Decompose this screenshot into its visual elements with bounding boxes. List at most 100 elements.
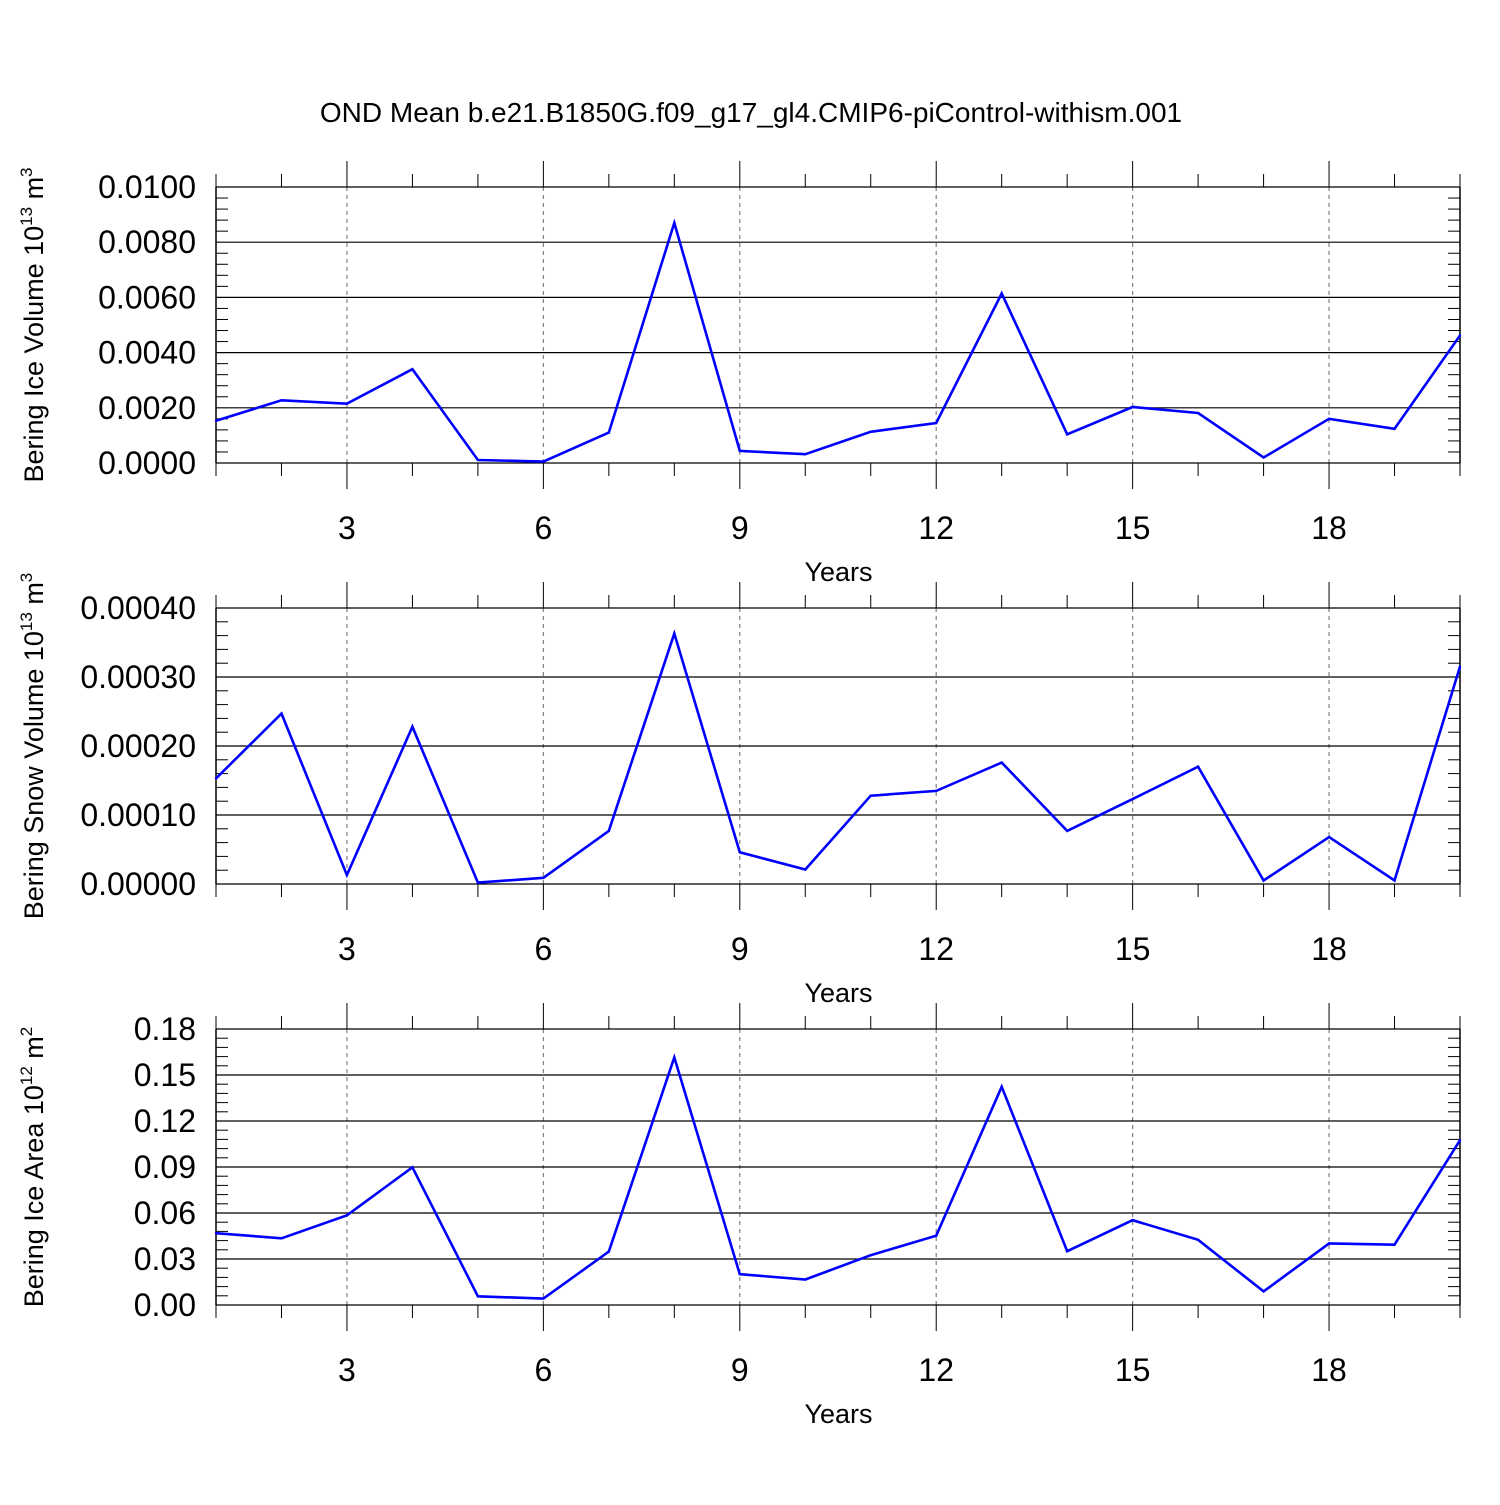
data-point	[542, 876, 545, 879]
data-point	[345, 873, 349, 877]
y-tick-label: 0.12	[134, 1103, 196, 1139]
x-tick-label: 18	[1311, 931, 1347, 967]
chart-panel-1: 0.0000 0.0020 0.0040 0.0060 0.0080 0.0100 3 6 9 1…	[17, 161, 1462, 587]
data-point	[214, 1232, 218, 1235]
data-point	[869, 794, 872, 797]
data-point	[1262, 456, 1265, 459]
data-point	[280, 712, 283, 715]
data-point	[1000, 1085, 1003, 1089]
x-tick-label: 9	[731, 1352, 749, 1388]
y-tick-label: 0.03	[134, 1241, 196, 1277]
data-point	[1131, 1219, 1134, 1222]
data-point	[280, 399, 283, 402]
data-point	[738, 851, 741, 854]
data-point	[673, 1056, 676, 1059]
data-point	[1196, 1238, 1200, 1242]
x-tick-label: 18	[1311, 510, 1347, 546]
data-point	[1458, 665, 1462, 668]
data-point	[345, 1214, 349, 1217]
data-point	[1065, 1249, 1069, 1253]
data-point	[1000, 761, 1003, 764]
y-tick-label: 0.0020	[98, 390, 196, 426]
data-point	[1327, 1242, 1331, 1245]
data-point	[280, 1237, 283, 1240]
data-point	[1327, 417, 1331, 421]
data-point	[411, 367, 414, 371]
y-tick-label: 0.0040	[98, 335, 196, 371]
data-point	[1262, 1290, 1265, 1293]
data-point	[1327, 835, 1331, 839]
series-line	[215, 218, 1462, 463]
data-point	[869, 1253, 872, 1257]
chart-panel-2: 0.00000 0.00010 0.00020 0.00030 0.00040 3 6 9 12…	[17, 573, 1462, 1008]
data-point	[804, 868, 807, 871]
data-point	[411, 1166, 414, 1169]
y-tick-label: 0.09	[134, 1149, 196, 1185]
x-tick-label: 3	[338, 510, 356, 546]
data-point	[214, 777, 218, 780]
y-tick-label: 0.0060	[98, 279, 196, 315]
x-tick-label: 15	[1115, 931, 1151, 967]
x-tick-label: 18	[1311, 1352, 1347, 1388]
series-line	[215, 629, 1462, 884]
data-point	[476, 1295, 480, 1298]
series-line	[215, 1053, 1462, 1300]
figure-title: OND Mean b.e21.B1850G.f09_g17_gl4.CMIP6-…	[320, 97, 1182, 128]
x-axis-title: Years	[804, 978, 872, 1008]
data-point	[1000, 292, 1003, 295]
x-axis-title: Years	[804, 557, 872, 587]
y-axis-title: Bering Ice Area 1012 m2	[17, 1027, 49, 1308]
data-point	[607, 431, 611, 434]
data-point	[1196, 411, 1200, 415]
data-point	[935, 789, 938, 793]
data-point	[935, 421, 938, 425]
data-point	[1131, 405, 1134, 409]
y-axis-title: Bering Snow Volume 1013 m3	[17, 573, 49, 920]
x-tick-label: 9	[731, 931, 749, 967]
y-tick-label: 0.00020	[80, 728, 196, 764]
data-point	[673, 632, 676, 635]
data-point	[1196, 765, 1200, 768]
data-point	[345, 402, 349, 405]
data-point	[607, 829, 611, 833]
x-tick-label: 6	[534, 1352, 552, 1388]
data-point	[1065, 829, 1069, 833]
chart-panel-3: 0.00 0.03 0.06 0.09 0.12 0.15 0.18 3 6 9 12 15 18 Yea…	[17, 1003, 1462, 1429]
data-point	[411, 725, 414, 728]
x-tick-label: 3	[338, 931, 356, 967]
x-tick-label: 15	[1115, 1352, 1151, 1388]
data-point	[542, 460, 545, 463]
data-point	[1393, 879, 1396, 882]
x-tick-label: 6	[534, 931, 552, 967]
y-tick-label: 0.15	[134, 1057, 196, 1093]
panels: 0.0000 0.0020 0.0040 0.0060 0.0080 0.0100 3 6 9 1…	[17, 161, 1462, 1429]
data-point	[804, 1278, 807, 1281]
data-point	[1458, 1138, 1462, 1142]
data-point	[738, 449, 741, 453]
x-tick-label: 6	[534, 510, 552, 546]
y-tick-label: 0.00010	[80, 797, 196, 833]
data-point	[1393, 1243, 1396, 1246]
y-axis-title: Bering Ice Volume 1013 m3	[17, 167, 49, 482]
x-tick-label: 3	[338, 1352, 356, 1388]
data-point	[1393, 427, 1396, 430]
x-tick-label: 12	[918, 931, 954, 967]
x-tick-label: 12	[918, 1352, 954, 1388]
data-point	[1458, 334, 1462, 337]
y-tick-label: 0.00	[134, 1287, 196, 1323]
data-point	[476, 458, 480, 462]
data-point	[476, 881, 480, 884]
data-point	[1131, 797, 1134, 801]
x-axis-title: Years	[804, 1399, 872, 1429]
data-point	[1065, 433, 1069, 436]
data-point	[607, 1250, 611, 1253]
data-point	[1262, 879, 1265, 882]
y-tick-label: 0.00030	[80, 659, 196, 695]
y-tick-label: 0.18	[134, 1011, 196, 1047]
y-tick-label: 0.00040	[80, 590, 196, 626]
x-tick-label: 12	[918, 510, 954, 546]
data-point	[738, 1272, 741, 1276]
y-tick-label: 0.0000	[98, 445, 196, 481]
